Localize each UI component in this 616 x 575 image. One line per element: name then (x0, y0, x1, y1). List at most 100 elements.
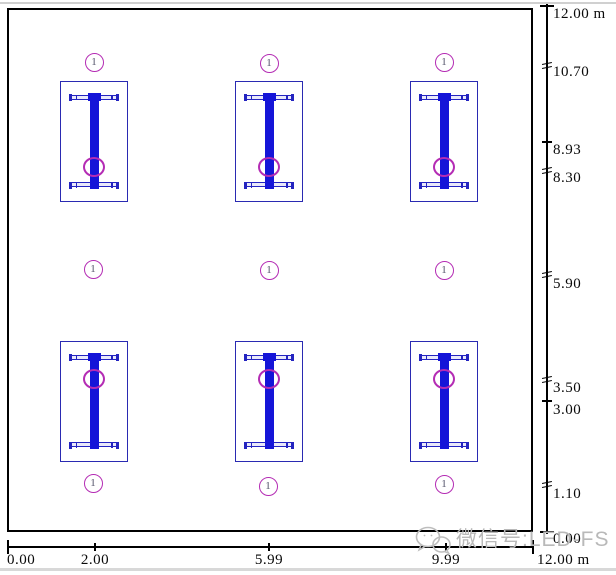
flange-end-left (69, 354, 72, 361)
page-top-divider (0, 2, 616, 4)
right-ruler-label: 5.90 (553, 276, 582, 292)
luminaire-id-circle: 1 (434, 260, 454, 280)
flange-end-left (244, 181, 247, 189)
flange-notch-left (425, 442, 427, 448)
flange-end-right (466, 181, 469, 189)
mounting-point-circle (83, 157, 105, 177)
ruler-end-tick (540, 531, 554, 533)
mounting-point-circle (433, 157, 455, 177)
flange-notch-left (425, 182, 427, 188)
mounting-point-circle (83, 368, 105, 389)
flange-end-left (419, 94, 422, 101)
luminaire-bar-cap (437, 353, 451, 361)
luminaire-id-number: 1 (266, 56, 272, 69)
ruler-tick (445, 543, 447, 551)
flange-end-right (116, 354, 119, 361)
flange-notch-right (286, 95, 288, 100)
flange-notch-right (286, 182, 288, 188)
flange-notch-right (286, 442, 288, 448)
luminaire-id-number: 1 (90, 262, 96, 275)
flange-notch-right (461, 442, 463, 448)
flange-end-left (244, 354, 247, 361)
mounting-point-circle (433, 368, 455, 389)
wechat-icon (415, 526, 451, 554)
luminaire-symbol (60, 341, 128, 462)
watermark-text: 微信号:LED-FS (456, 528, 610, 551)
flange-end-left (419, 181, 422, 189)
luminaire-id-number: 1 (266, 263, 272, 276)
flange-notch-right (111, 95, 113, 100)
flange-notch-right (461, 355, 463, 360)
luminaire-id-number: 1 (441, 263, 447, 276)
luminaire-id-circle: 1 (434, 474, 454, 494)
flange-end-right (116, 181, 119, 189)
luminaire-lamp-bar (439, 93, 449, 189)
luminaire-id-number: 1 (91, 55, 97, 68)
right-ruler-label: 10.70 (553, 64, 590, 80)
luminaire-id-circle: 1 (84, 52, 104, 72)
luminaire-id-circle: 1 (259, 53, 279, 73)
mounting-point-circle (258, 157, 280, 177)
flange-notch-left (250, 95, 252, 100)
flange-notch-left (75, 355, 77, 360)
ruler-tick (268, 543, 270, 551)
flange-notch-left (75, 95, 77, 100)
luminaire-id-number: 1 (90, 476, 96, 489)
flange-notch-right (461, 95, 463, 100)
luminaire-id-circle: 1 (258, 476, 278, 496)
luminaire-lamp-bar (89, 93, 99, 189)
luminaire-bar-cap (262, 353, 276, 361)
luminaire-boundary (410, 341, 478, 462)
flange-end-left (419, 441, 422, 449)
flange-end-right (116, 441, 119, 449)
ruler-end-tick (532, 540, 534, 554)
bottom-ruler-label: 9.99 (431, 552, 461, 568)
luminaire-id-circle: 1 (434, 52, 454, 72)
luminaire-bar-cap (262, 93, 276, 101)
luminaire-symbol (410, 341, 478, 462)
flange-notch-right (111, 355, 113, 360)
luminaire-boundary (235, 81, 303, 202)
ruler-tick (94, 543, 96, 551)
luminaire-id-circle: 1 (83, 473, 103, 493)
bottom-ruler-label: 0.00 (7, 552, 36, 568)
luminaire-lamp-bar (439, 353, 449, 449)
flange-end-left (69, 181, 72, 189)
flange-end-right (291, 94, 294, 101)
flange-end-left (244, 441, 247, 449)
flange-end-left (69, 94, 72, 101)
flange-end-right (466, 441, 469, 449)
flange-notch-right (286, 355, 288, 360)
luminaire-symbol (235, 341, 303, 462)
luminaire-lamp-bar (264, 93, 274, 189)
right-ruler-label: 3.00 (553, 402, 582, 418)
bottom-ruler-label: 12.00 m (537, 552, 590, 568)
luminaire-bar-cap (437, 93, 451, 101)
flange-notch-left (75, 442, 77, 448)
luminaire-id-number: 1 (441, 477, 447, 490)
luminaire-boundary (60, 341, 128, 462)
ruler-end-tick (540, 5, 554, 7)
page-bottom-divider (0, 568, 616, 571)
luminaire-boundary (60, 81, 128, 202)
right-ruler-label: 0.00 (553, 531, 582, 547)
luminaire-boundary (410, 81, 478, 202)
flange-notch-left (250, 355, 252, 360)
bottom-ruler-line (7, 546, 533, 548)
flange-end-right (116, 94, 119, 101)
flange-notch-left (250, 442, 252, 448)
right-ruler-label: 1.10 (553, 486, 582, 502)
flange-end-left (419, 354, 422, 361)
flange-notch-right (461, 182, 463, 188)
luminaire-id-number: 1 (441, 55, 447, 68)
bottom-ruler-label: 5.99 (254, 552, 284, 568)
flange-notch-left (425, 95, 427, 100)
luminaire-id-number: 1 (265, 479, 271, 492)
flange-end-right (291, 441, 294, 449)
right-ruler-label: 8.30 (553, 170, 582, 186)
flange-notch-left (75, 182, 77, 188)
ruler-tick (542, 141, 552, 143)
watermark: 微信号:LED-FS (414, 526, 610, 554)
mounting-point-circle (258, 368, 280, 389)
